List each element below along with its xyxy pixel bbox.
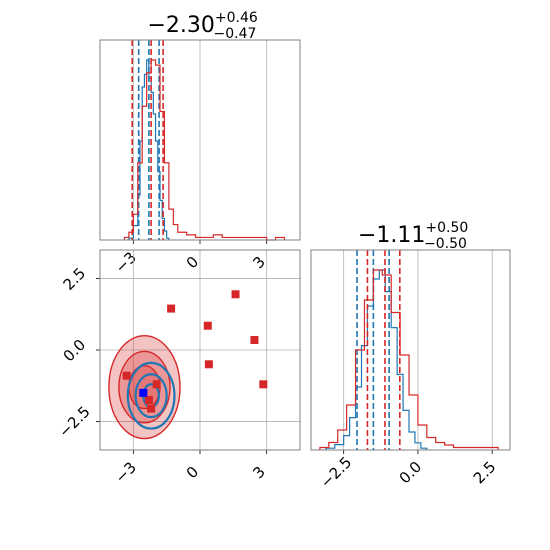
p1-x-tick-label: 0 xyxy=(183,253,202,272)
p1-x-tick-label: −3 xyxy=(112,248,140,276)
title-upper-error: +0.46 xyxy=(215,10,258,26)
joint-x-tick-label: −3 xyxy=(112,458,140,486)
red-sample-marker xyxy=(144,396,153,404)
red-sample-marker xyxy=(231,290,240,299)
p2-x-tick-label: 2.5 xyxy=(470,458,500,488)
p2-title: −1.11+0.50 xyxy=(358,220,468,248)
p2-x-tick-label: 0.0 xyxy=(396,458,426,488)
blue-contour-level xyxy=(134,373,168,419)
parameter-1-marginal-panel: −3 0 3 −2.30+0.46−0.47 xyxy=(99,10,301,277)
red-sample-marker xyxy=(152,380,161,389)
red-sample-marker xyxy=(167,304,176,313)
y-tick-label: 0.0 xyxy=(60,336,90,366)
joint-x-tick-label: 3 xyxy=(249,463,268,482)
p1-x-tick-label: 3 xyxy=(249,253,268,272)
axes-frame xyxy=(99,249,301,451)
p1-title: −2.30+0.46 xyxy=(148,10,258,38)
blue-sample-marker xyxy=(139,388,148,397)
joint-x-tick-label: 0 xyxy=(183,463,202,482)
red-contour-level xyxy=(118,350,171,424)
red-sample-marker xyxy=(250,336,259,344)
axes-frame xyxy=(99,39,301,241)
blue-contour-level xyxy=(126,361,176,430)
red-sample-marker xyxy=(204,360,213,369)
p1-title-lower-error: −0.47 xyxy=(214,26,257,42)
parameter-2-marginal-panel: −2.5 0.0 2.5 −1.11+0.50−0.50 xyxy=(310,220,511,492)
p2-title-lower-error: −0.50 xyxy=(424,236,467,252)
axes-frame xyxy=(310,249,511,451)
histogram-series xyxy=(325,269,428,450)
histogram-series xyxy=(123,59,286,241)
p2-x-tick-label: −2.5 xyxy=(317,453,355,491)
red-sample-marker xyxy=(259,380,268,389)
y-tick-label: −2.5 xyxy=(55,403,93,441)
joint-distribution-panel: −3 0 3 −2.5 0.0 2.5 xyxy=(55,249,301,487)
title-value: −2.30 xyxy=(148,13,215,38)
y-tick-label: 2.5 xyxy=(60,264,90,294)
red-sample-marker xyxy=(122,371,131,380)
joint-plot-area xyxy=(108,290,268,440)
title-upper-error: +0.50 xyxy=(425,220,468,236)
red-sample-marker xyxy=(147,404,156,413)
red-sample-marker xyxy=(203,321,212,330)
title-value: −1.11 xyxy=(358,223,425,248)
